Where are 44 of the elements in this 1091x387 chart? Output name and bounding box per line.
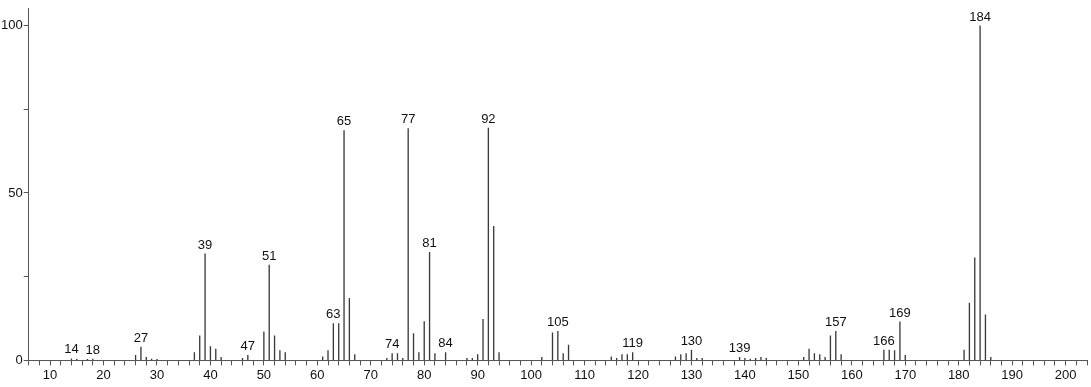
x-tick-label: 140 <box>734 366 756 382</box>
x-tick-label: 30 <box>149 366 165 382</box>
x-tick-label: 160 <box>840 366 863 382</box>
annotation: 18 <box>85 341 101 357</box>
annotation: 65 <box>336 113 352 129</box>
x-tick-label: 190 <box>1001 366 1024 382</box>
annotation: 92 <box>481 110 496 126</box>
x-tick-label: 70 <box>363 366 378 382</box>
annotation: 169 <box>889 304 911 320</box>
x-tick-label: 50 <box>256 366 272 382</box>
x-tick-label: 150 <box>787 366 810 382</box>
x-tick-label: 110 <box>574 366 595 382</box>
x-tick-label: 40 <box>203 366 218 382</box>
x-tick-label: 10 <box>42 366 58 382</box>
annotation: 139 <box>728 340 751 356</box>
y-tick-label: 50 <box>8 184 23 200</box>
x-tick-label: 200 <box>1054 366 1077 382</box>
annotation: 14 <box>64 341 79 357</box>
annotation: 184 <box>969 8 991 24</box>
annotation: 105 <box>546 314 569 330</box>
y-tick-label: 100 <box>0 17 23 33</box>
x-tick-label: 90 <box>470 366 485 382</box>
annotation: 130 <box>680 332 703 348</box>
y-tick-label: 0 <box>15 351 23 367</box>
annotation: 47 <box>240 338 256 354</box>
annotation: 166 <box>873 332 895 348</box>
annotation: 39 <box>197 236 213 252</box>
annotation: 51 <box>261 247 277 263</box>
annotation: 77 <box>400 111 416 127</box>
x-tick-label: 60 <box>310 366 325 382</box>
annotation: 74 <box>384 336 400 352</box>
annotation: 27 <box>133 329 149 345</box>
x-tick-label: 100 <box>520 366 542 382</box>
annotation: 119 <box>622 335 644 351</box>
x-tick-label: 180 <box>947 366 970 382</box>
annotation: 63 <box>326 306 341 322</box>
annotation: 84 <box>438 335 453 351</box>
x-tick-label: 130 <box>680 366 703 382</box>
x-tick-label: 80 <box>416 366 432 382</box>
annotation: 157 <box>824 314 847 330</box>
x-tick-label: 120 <box>627 366 649 382</box>
x-tick-label: 20 <box>96 366 111 382</box>
annotation: 81 <box>422 234 437 250</box>
x-tick-label: 170 <box>894 366 917 382</box>
